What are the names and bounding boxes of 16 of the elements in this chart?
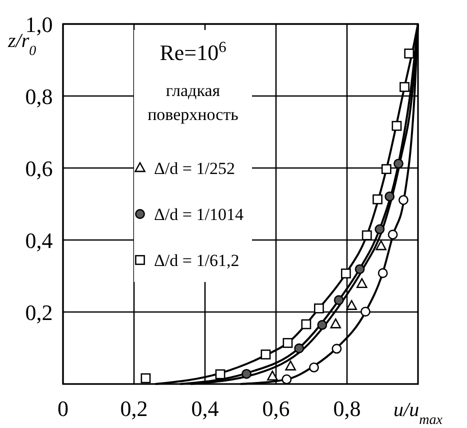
x-tick-label: 0,8 (333, 396, 361, 421)
legend-label: Δ/d = 1/1014 (154, 205, 244, 224)
y-tick-label: 0,4 (25, 228, 53, 253)
x-axis-title: u/u$_{max}$ (394, 399, 444, 428)
x-tick-label: 0 (58, 396, 68, 421)
legend-label: Δ/d = 1/252 (154, 159, 235, 178)
x-tick-label: 0,6 (262, 396, 290, 421)
y-tick-label: 0,2 (25, 300, 53, 325)
legend-label: Δ/d = 1/61,2 (154, 251, 240, 270)
legend-title: Re=10$^{6}$ (160, 38, 227, 65)
y-tick-label: 0,6 (25, 156, 53, 181)
y-tick-label: 1,0 (25, 12, 53, 37)
x-tick-label: 0,2 (120, 396, 148, 421)
annotation: гладкая поверхность (148, 81, 239, 124)
y-tick-label: 0,8 (25, 84, 53, 109)
x-tick-label: 0,4 (191, 396, 219, 421)
